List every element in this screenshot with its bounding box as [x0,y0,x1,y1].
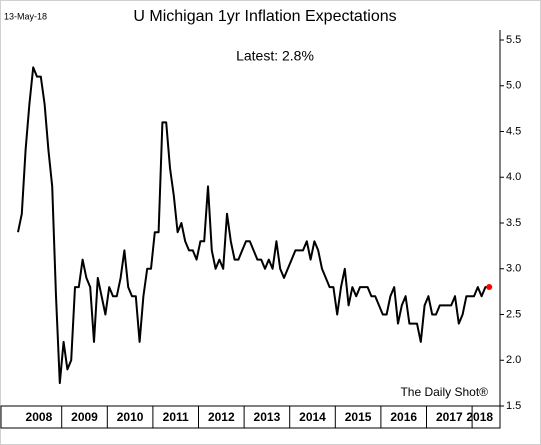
y-tick-label: 5.5 [506,34,521,46]
y-tick-label: 4.0 [506,171,521,183]
x-tick-label: 2015 [345,410,372,424]
x-tick-label: 2013 [254,410,281,424]
chart-title: U Michigan 1yr Inflation Expectations [133,8,396,25]
x-tick-label: 2016 [390,410,417,424]
x-tick-label: 2010 [117,410,144,424]
y-tick-label: 5.0 [506,80,521,92]
y-tick-label: 3.5 [506,217,521,229]
date-note: 13-May-18 [4,11,47,21]
y-tick-label: 3.0 [506,263,521,275]
x-tick-label: 2012 [208,410,235,424]
series-line [17,66,490,385]
latest-point [486,284,493,291]
x-tick-label: 2011 [163,410,189,424]
y-tick-label: 2.0 [506,354,521,366]
x-tick-label: 2017 [436,410,463,424]
x-tick-label: 2008 [26,410,53,424]
y-tick-label: 1.5 [506,400,521,412]
x-tick-label: 2018 [466,410,493,424]
source: The Daily Shot® [400,385,488,399]
y-tick-label: 2.5 [506,308,521,320]
y-tick-label: 4.5 [506,125,521,137]
x-tick-label: 2014 [299,410,326,424]
subtitle: Latest: 2.8% [236,48,314,64]
x-tick-label: 2009 [71,410,98,424]
